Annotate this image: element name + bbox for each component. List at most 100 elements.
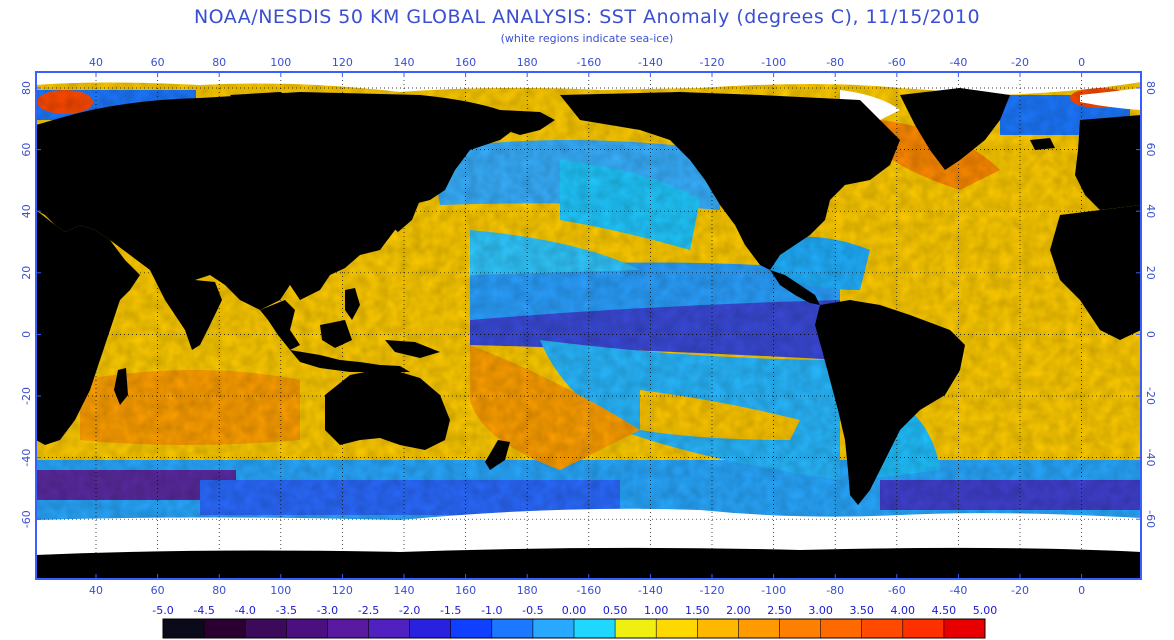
colorbar-swatch (615, 619, 657, 638)
colorbar-label: 1.50 (685, 604, 710, 617)
x-tick-label-top: 160 (455, 56, 476, 69)
colorbar-label: -3.0 (317, 604, 338, 617)
y-tick-label-right: -40 (1144, 449, 1157, 467)
colorbar-swatch (409, 619, 451, 638)
colorbar-swatch (779, 619, 821, 638)
colorbar-swatch (327, 619, 369, 638)
colorbar-label: 0.00 (562, 604, 587, 617)
colorbar-label: -5.0 (152, 604, 173, 617)
colorbar-swatch (943, 619, 986, 638)
y-tick-label-left: -40 (20, 449, 33, 467)
y-tick-label-left: 20 (20, 266, 33, 280)
x-tick-label-top: 40 (89, 56, 103, 69)
colorbar: -5.0 -4.5 -4.0 -3.5 -3.0 -2.5 -2.0 -1.5 -1.0 -0.5… (152, 604, 998, 639)
x-tick-label-bottom: -140 (638, 584, 663, 597)
land-antarctica (36, 547, 1141, 579)
x-tick-label-bottom: 0 (1078, 584, 1085, 597)
colorbar-label: 3.50 (849, 604, 874, 617)
y-tick-label-left: -20 (20, 387, 33, 405)
axis-ticks (36, 72, 1141, 579)
colorbar-label: 3.00 (808, 604, 833, 617)
y-tick-label-right: 40 (1144, 204, 1157, 218)
y-tick-label-right: 20 (1144, 266, 1157, 280)
colorbar-swatch (697, 619, 739, 638)
y-tick-label-left: 60 (20, 143, 33, 157)
colorbar-swatch (738, 619, 780, 638)
x-tick-label-bottom: -40 (949, 584, 967, 597)
land-eurasia (36, 92, 520, 310)
colorbar-swatch (163, 619, 205, 638)
x-tick-label-bottom: -100 (761, 584, 786, 597)
axis-tick-labels: 40 40 60 60 80 80 100 100 120 120 140 140 160 160 180 1… (20, 56, 1157, 597)
colorbar-swatch (491, 619, 534, 638)
colorbar-swatch (368, 619, 410, 638)
colorbar-label: -4.0 (234, 604, 255, 617)
colorbar-label: 2.00 (726, 604, 751, 617)
x-tick-label-bottom: -60 (888, 584, 906, 597)
x-tick-label-top: -20 (1011, 56, 1029, 69)
land-south-america (815, 300, 965, 505)
colorbar-label: -1.5 (440, 604, 461, 617)
colorbar-label: 4.50 (932, 604, 957, 617)
colorbar-swatch (450, 619, 493, 638)
land-north-america (560, 92, 900, 270)
y-tick-label-left: 40 (20, 204, 33, 218)
land-masses (36, 88, 1141, 579)
x-tick-label-top: -120 (700, 56, 725, 69)
y-tick-label-right: 0 (1144, 331, 1157, 338)
x-tick-label-bottom: -120 (700, 584, 725, 597)
x-tick-label-bottom: -20 (1011, 584, 1029, 597)
colorbar-label: -2.5 (358, 604, 379, 617)
colorbar-swatch (656, 619, 698, 638)
colorbar-label: 4.00 (891, 604, 916, 617)
y-tick-label-right: -20 (1144, 387, 1157, 405)
y-tick-label-left: 0 (20, 331, 33, 338)
land-greenland (900, 88, 1010, 170)
colorbar-label: -4.5 (193, 604, 214, 617)
x-tick-label-bottom: 140 (394, 584, 415, 597)
x-tick-label-bottom: 100 (270, 584, 291, 597)
colorbar-swatch (861, 619, 904, 638)
colorbar-swatch (574, 619, 616, 638)
colorbar-label: -2.0 (399, 604, 420, 617)
x-tick-label-bottom: 60 (151, 584, 165, 597)
colorbar-swatch (286, 619, 328, 638)
colorbar-swatch (820, 619, 862, 638)
colorbar-label: 5.00 (973, 604, 998, 617)
x-tick-label-bottom: 180 (517, 584, 538, 597)
x-tick-label-top: 0 (1078, 56, 1085, 69)
x-tick-label-top: 80 (212, 56, 226, 69)
y-tick-label-left: -60 (20, 510, 33, 528)
x-tick-label-top: 120 (332, 56, 353, 69)
y-tick-label-right: 60 (1144, 143, 1157, 157)
land-australia (325, 370, 450, 450)
x-tick-label-top: -100 (761, 56, 786, 69)
x-tick-label-top: 100 (270, 56, 291, 69)
colorbar-swatch (245, 619, 287, 638)
colorbar-swatch (902, 619, 945, 638)
x-tick-label-top: -160 (576, 56, 601, 69)
colorbar-swatch (532, 619, 575, 638)
x-tick-label-top: 140 (394, 56, 415, 69)
x-tick-label-bottom: -80 (826, 584, 844, 597)
map-title: NOAA/NESDIS 50 KM GLOBAL ANALYSIS: SST A… (193, 6, 981, 28)
x-tick-label-top: 60 (151, 56, 165, 69)
x-tick-label-bottom: 120 (332, 584, 353, 597)
colorbar-swatch (204, 619, 246, 638)
x-tick-label-top: -60 (888, 56, 906, 69)
x-tick-label-bottom: -160 (576, 584, 601, 597)
x-tick-label-top: 180 (517, 56, 538, 69)
colorbar-label: -3.5 (276, 604, 297, 617)
x-tick-label-top: -40 (949, 56, 967, 69)
colorbar-label: -1.0 (481, 604, 502, 617)
x-tick-label-bottom: 160 (455, 584, 476, 597)
y-tick-label-left: 80 (20, 81, 33, 95)
colorbar-label: 2.50 (767, 604, 792, 617)
x-tick-label-bottom: 80 (212, 584, 226, 597)
map-subtitle: (white regions indicate sea-ice) (500, 32, 674, 45)
colorbar-label: 0.50 (603, 604, 628, 617)
y-tick-label-right: 80 (1144, 81, 1157, 95)
map-plot-area (36, 72, 1141, 579)
colorbar-label: 1.00 (644, 604, 669, 617)
